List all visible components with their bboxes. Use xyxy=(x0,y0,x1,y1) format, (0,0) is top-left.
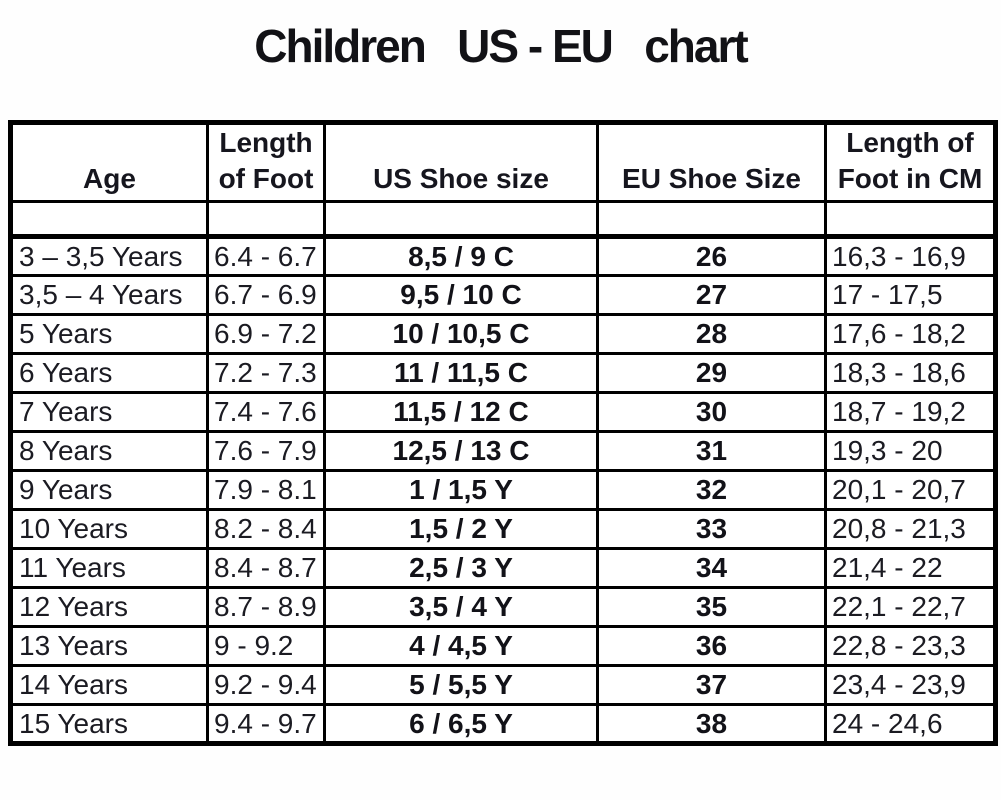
cell-us-shoe-size: 10 / 10,5 C xyxy=(323,313,599,355)
cell-eu-shoe-size: 27 xyxy=(596,274,827,316)
cell-eu-shoe-size: 33 xyxy=(596,508,827,550)
cell-us-shoe-size: 3,5 / 4 Y xyxy=(323,586,599,628)
table-row: 10 Years 8.2 - 8.4 1,5 / 2 Y 33 20,8 - 21,3 xyxy=(9,508,997,550)
cell-age: 11 Years xyxy=(9,547,209,589)
column-header-age: Age xyxy=(9,121,209,203)
cell-eu-shoe-size: 30 xyxy=(596,391,827,433)
cell-length-foot-cm: 18,7 - 19,2 xyxy=(824,391,997,433)
table-row: 13 Years 9 - 9.2 4 / 4,5 Y 36 22,8 - 23,3 xyxy=(9,625,997,667)
cell-length-foot-cm: 16,3 - 16,9 xyxy=(824,235,997,277)
cell-eu-shoe-size: 36 xyxy=(596,625,827,667)
column-header-length-of-foot-line1: Length xyxy=(219,127,313,158)
cell-length-foot-cm: 21,4 - 22 xyxy=(824,547,997,589)
column-header-length-of-foot-line2: of Foot xyxy=(218,163,314,194)
cell-eu-shoe-size: 31 xyxy=(596,430,827,472)
cell-length-foot-cm: 17,6 - 18,2 xyxy=(824,313,997,355)
column-header-length-of-foot: Length of Foot xyxy=(206,121,326,203)
cell-age: 7 Years xyxy=(9,391,209,433)
cell-length-of-foot: 9 - 9.2 xyxy=(206,625,326,667)
cell-age: 6 Years xyxy=(9,352,209,394)
cell-length-of-foot: 7.2 - 7.3 xyxy=(206,352,326,394)
table-row: 11 Years 8.4 - 8.7 2,5 / 3 Y 34 21,4 - 22 xyxy=(9,547,997,589)
cell-length-foot-cm: 24 - 24,6 xyxy=(824,703,997,745)
header-row: Age Length of Foot US Shoe size EU Shoe … xyxy=(9,121,997,203)
page-title: Children US - EU chart xyxy=(254,20,748,72)
cell-us-shoe-size: 2,5 / 3 Y xyxy=(323,547,599,589)
table-row: 15 Years 9.4 - 9.7 6 / 6,5 Y 38 24 - 24,6 xyxy=(9,703,997,745)
cell-eu-shoe-size: 38 xyxy=(596,703,827,745)
cell-us-shoe-size: 1 / 1,5 Y xyxy=(323,469,599,511)
cell-age: 3 – 3,5 Years xyxy=(9,235,209,277)
cell-length-foot-cm: 17 - 17,5 xyxy=(824,274,997,316)
column-header-eu-shoe-size: EU Shoe Size xyxy=(596,121,827,203)
cell-length-of-foot: 8.7 - 8.9 xyxy=(206,586,326,628)
cell-length-foot-cm: 22,8 - 23,3 xyxy=(824,625,997,667)
size-chart-table: Age Length of Foot US Shoe size EU Shoe … xyxy=(8,120,998,746)
cell-length-foot-cm: 18,3 - 18,6 xyxy=(824,352,997,394)
cell-age: 10 Years xyxy=(9,508,209,550)
spacer-cell xyxy=(206,200,326,239)
cell-us-shoe-size: 12,5 / 13 C xyxy=(323,430,599,472)
cell-eu-shoe-size: 37 xyxy=(596,664,827,706)
cell-us-shoe-size: 8,5 / 9 C xyxy=(323,235,599,277)
cell-eu-shoe-size: 26 xyxy=(596,235,827,277)
table-body: 3 – 3,5 Years 6.4 - 6.7 8,5 / 9 C 26 16,3 - … xyxy=(9,235,997,745)
cell-length-foot-cm: 22,1 - 22,7 xyxy=(824,586,997,628)
cell-length-of-foot: 6.4 - 6.7 xyxy=(206,235,326,277)
table-row: 9 Years 7.9 - 8.1 1 / 1,5 Y 32 20,1 - 20,7 xyxy=(9,469,997,511)
cell-length-foot-cm: 20,8 - 21,3 xyxy=(824,508,997,550)
table-row: 6 Years 7.2 - 7.3 11 / 11,5 C 29 18,3 - 18,6 xyxy=(9,352,997,394)
cell-length-foot-cm: 20,1 - 20,7 xyxy=(824,469,997,511)
cell-us-shoe-size: 6 / 6,5 Y xyxy=(323,703,599,745)
cell-length-of-foot: 9.2 - 9.4 xyxy=(206,664,326,706)
cell-length-foot-cm: 19,3 - 20 xyxy=(824,430,997,472)
column-header-length-foot-cm: Length of Foot in CM xyxy=(824,121,997,203)
table-row: 8 Years 7.6 - 7.9 12,5 / 13 C 31 19,3 - 20 xyxy=(9,430,997,472)
cell-length-of-foot: 7.9 - 8.1 xyxy=(206,469,326,511)
cell-eu-shoe-size: 34 xyxy=(596,547,827,589)
table-row: 3 – 3,5 Years 6.4 - 6.7 8,5 / 9 C 26 16,3 - … xyxy=(9,235,997,277)
cell-eu-shoe-size: 28 xyxy=(596,313,827,355)
cell-us-shoe-size: 11 / 11,5 C xyxy=(323,352,599,394)
spacer-cell xyxy=(9,200,209,239)
table-row: 7 Years 7.4 - 7.6 11,5 / 12 C 30 18,7 - 19,2 xyxy=(9,391,997,433)
table-row: 12 Years 8.7 - 8.9 3,5 / 4 Y 35 22,1 - 22,7 xyxy=(9,586,997,628)
cell-length-of-foot: 6.9 - 7.2 xyxy=(206,313,326,355)
cell-us-shoe-size: 9,5 / 10 C xyxy=(323,274,599,316)
cell-eu-shoe-size: 35 xyxy=(596,586,827,628)
table-row: 5 Years 6.9 - 7.2 10 / 10,5 C 28 17,6 - 18,2 xyxy=(9,313,997,355)
spacer-cell xyxy=(596,200,827,239)
cell-age: 5 Years xyxy=(9,313,209,355)
cell-age: 8 Years xyxy=(9,430,209,472)
cell-us-shoe-size: 4 / 4,5 Y xyxy=(323,625,599,667)
cell-age: 12 Years xyxy=(9,586,209,628)
cell-length-of-foot: 8.2 - 8.4 xyxy=(206,508,326,550)
cell-us-shoe-size: 11,5 / 12 C xyxy=(323,391,599,433)
cell-length-foot-cm: 23,4 - 23,9 xyxy=(824,664,997,706)
column-header-length-foot-cm-line1: Length of xyxy=(846,127,974,158)
cell-length-of-foot: 8.4 - 8.7 xyxy=(206,547,326,589)
spacer-row xyxy=(9,200,997,239)
cell-us-shoe-size: 5 / 5,5 Y xyxy=(323,664,599,706)
cell-eu-shoe-size: 32 xyxy=(596,469,827,511)
cell-age: 14 Years xyxy=(9,664,209,706)
spacer-cell xyxy=(824,200,997,239)
column-header-length-foot-cm-line2: Foot in CM xyxy=(837,163,983,194)
cell-age: 15 Years xyxy=(9,703,209,745)
cell-age: 13 Years xyxy=(9,625,209,667)
column-header-us-shoe-size: US Shoe size xyxy=(323,121,599,203)
cell-length-of-foot: 7.6 - 7.9 xyxy=(206,430,326,472)
spacer-cell xyxy=(323,200,599,239)
cell-us-shoe-size: 1,5 / 2 Y xyxy=(323,508,599,550)
cell-age: 9 Years xyxy=(9,469,209,511)
cell-eu-shoe-size: 29 xyxy=(596,352,827,394)
cell-length-of-foot: 7.4 - 7.6 xyxy=(206,391,326,433)
cell-length-of-foot: 6.7 - 6.9 xyxy=(206,274,326,316)
table-row: 14 Years 9.2 - 9.4 5 / 5,5 Y 37 23,4 - 23,9 xyxy=(9,664,997,706)
table-row: 3,5 – 4 Years 6.7 - 6.9 9,5 / 10 C 27 17 - 1… xyxy=(9,274,997,316)
cell-age: 3,5 – 4 Years xyxy=(9,274,209,316)
cell-length-of-foot: 9.4 - 9.7 xyxy=(206,703,326,745)
